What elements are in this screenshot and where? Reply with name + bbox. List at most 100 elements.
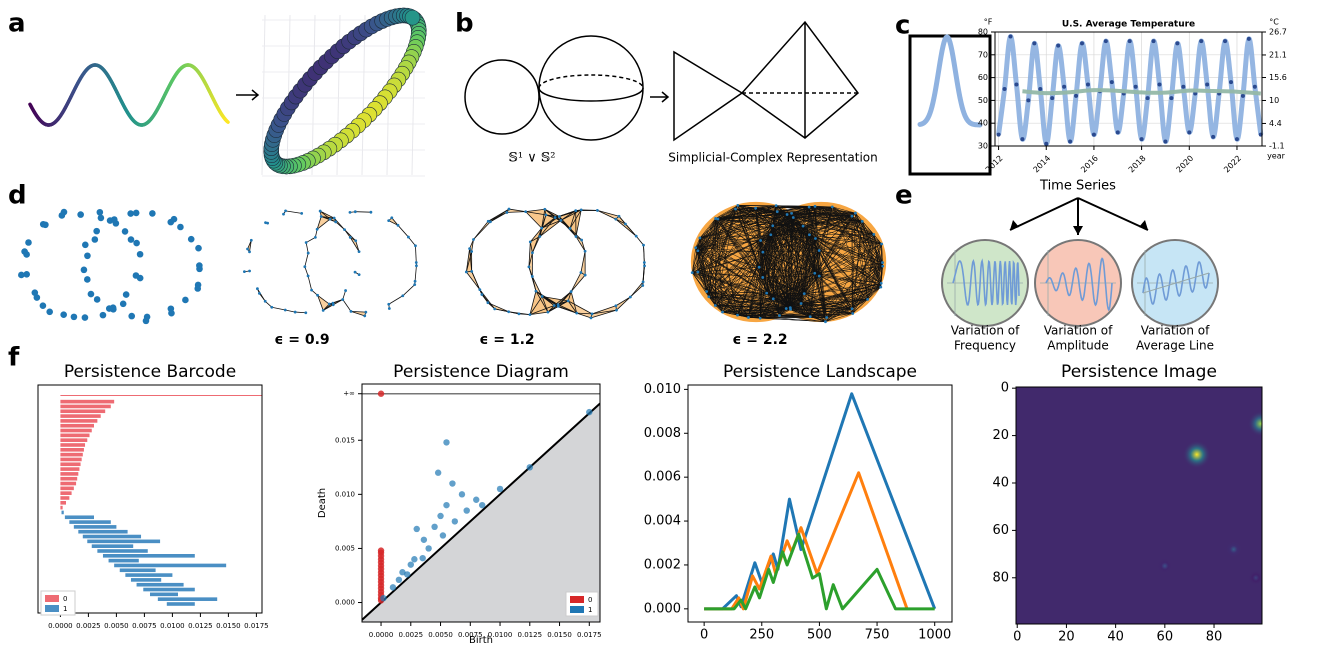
temperature-point [1109,80,1114,85]
complex-label: Simplicial-Complex Representation [668,151,877,165]
y-tick-label: 0.008 [644,426,681,441]
complex-vertex [248,250,251,254]
complex-edge [333,217,345,230]
epsilon-label: ϵ = 0.9 [274,332,329,348]
complex-vertex [540,226,544,230]
complex-edge [737,309,791,316]
complex-edge [818,250,853,314]
complex-edge [320,210,335,219]
complex-vertex [568,227,572,230]
temperature-point [1229,80,1234,85]
complex-edge [592,309,617,315]
complex-edge [815,238,881,288]
complex-vertex [574,209,578,212]
complex-edge [722,307,791,313]
complex-vertex [470,250,474,253]
complex-edge [735,208,760,268]
complex-vertex [414,244,417,248]
variation-label: Variation of [1044,324,1113,338]
complex-vertex [705,290,709,293]
complex-vertex [799,302,803,305]
temperature-point [1139,137,1144,142]
complex-edge [699,225,773,239]
complex-edge [825,243,882,322]
complex-edge [715,305,811,317]
complex-edge [770,206,833,235]
complex-edge [800,262,883,304]
persistence-bar [60,496,70,500]
complex-edge [758,206,833,268]
plot-frame [361,383,601,623]
cloud-point [196,262,203,269]
complex-edge [762,205,777,253]
complex-vertex [488,220,492,224]
complex-vertex [707,295,711,299]
complex-vertex [414,261,418,264]
complex-edge [469,248,473,272]
y-tick-label: 80 [992,570,1009,585]
temperature-point [1205,82,1210,87]
y-tick-label: 10 [1269,96,1279,105]
x-tick-label: 0.0125 [518,631,543,639]
complex-edge [471,271,481,290]
complex-vertex [531,251,534,255]
landscape-line [704,471,909,611]
persistence-bar [60,419,98,423]
persistence-point [404,571,411,578]
complex-edge [350,310,365,317]
complex-vertex [505,211,509,214]
complex-edge [826,234,875,318]
complex-edge [766,292,791,308]
complex-edge [541,220,562,229]
complex-edge [758,206,816,268]
cloud-point [21,248,28,255]
y-tick-label: 0.000 [644,601,681,616]
complex-vertex [784,307,788,310]
complex-edge [408,236,416,247]
complex-edge [697,271,791,308]
x-tick-label: 0.0025 [76,622,101,630]
wedge-label: 𝕊¹ ∨ 𝕊² [509,151,556,166]
complex-edge [766,213,792,294]
complex-edge [717,218,773,227]
cloud-point [60,208,68,216]
complex-edge [760,225,773,241]
temperature-point [1026,98,1031,103]
temperature-point [1014,82,1019,87]
complex-vertex [854,211,857,215]
complex-vertex [306,251,310,255]
complex-vertex [344,289,347,292]
temperature-point [1193,91,1198,96]
complex-edge [787,214,874,235]
arrow-heads [1010,220,1148,235]
cloud-point [122,291,130,298]
complex-edge [295,311,306,314]
complex-edge [525,211,546,216]
complex-vertex [527,265,531,269]
complex-edge [692,272,774,300]
cloud-point [93,296,101,303]
temperature-point [1032,41,1037,46]
complex-vertex [263,299,267,303]
persistence-bar [60,481,77,486]
complex-vertex [641,284,645,287]
complex-edge [809,250,820,317]
complex-vertex [304,311,308,315]
complex-edge [691,247,696,273]
simplex [528,241,533,267]
persistence-point [443,501,450,509]
complex-edge [544,208,560,217]
grid-backdrop [261,14,266,176]
complex-edge [285,210,302,214]
persistence-point [419,554,426,562]
complex-edge [570,274,586,292]
complex-vertex [552,304,556,307]
complex-vertex [778,314,781,317]
chart-title: Persistence Diagram [393,362,569,382]
simplex [525,211,546,229]
cloud-point [25,239,32,246]
complex-edge [766,214,788,294]
complex-vertex [341,298,345,301]
persistence-bar [157,597,218,601]
x-tick-label: 0.0100 [488,631,513,639]
